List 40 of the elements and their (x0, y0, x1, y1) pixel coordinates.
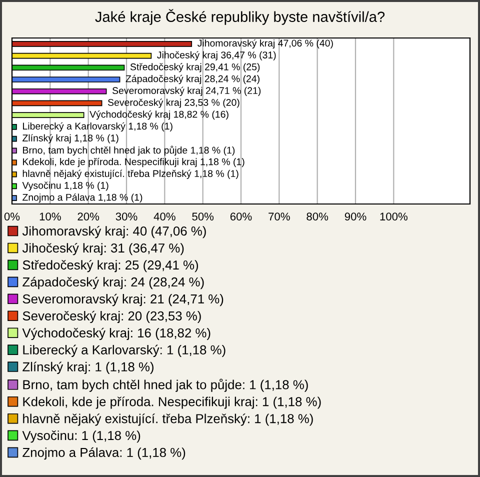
data-label: Znojmo a Pálava 1,18 % (1) (22, 193, 142, 203)
x-tick-label: 70% (268, 212, 290, 220)
data-label: Zlínský kraj 1,18 % (1) (22, 134, 118, 144)
data-label: Středočeský kraj 29,41 % (25) (130, 63, 260, 72)
legend-label: Severočeský kraj: 20 (23,53 %) (22, 310, 201, 324)
x-tick-label: 0% (4, 212, 20, 220)
x-tick-label: 20% (78, 212, 100, 220)
chart-title: Jaké kraje České republiky byste navštívil/a? (95, 9, 385, 25)
legend-label: Vysočinu: 1 (1,18 %) (22, 430, 140, 443)
x-tick-label: 60% (230, 212, 252, 220)
data-label: Jihomoravský kraj 47,06 % (40) (197, 39, 333, 49)
legend-label: hlavně nějaký existující. třeba Plzeňský: 1 (1,18 %) (23, 414, 313, 426)
legend-label: Východočeský kraj: 16 (18,82 %) (22, 328, 210, 340)
legend-label: Liberecký a Karlovarský: 1 (1,18 %) (23, 344, 226, 357)
legend-label: Kdekoli, kde je příroda. Nespecifikuji kraj: 1 (1,18 %) (23, 396, 321, 409)
data-label: Vysočinu 1,18 % (1) (22, 182, 108, 191)
legend-label: Znojmo a Pálava: 1 (1,18 %) (22, 447, 186, 460)
data-label: hlavně nějaký existující. třeba Plzeňský 1,18 % (1) (22, 170, 238, 179)
legend-label: Západočeský kraj: 24 (28,24 %) (22, 276, 204, 290)
legend-label: Severomoravský kraj: 21 (24,71 %) (22, 294, 224, 306)
legend-label: Středočeský kraj: 25 (29,41 %) (22, 260, 198, 272)
data-label: Východočeský kraj 18,82 % (16) (90, 110, 228, 120)
legend-label: Jihočeský kraj: 31 (36,47 %) (22, 242, 184, 256)
x-tick-label: 40% (154, 212, 176, 220)
x-tick-label: 10% (40, 212, 61, 220)
legend-label: Brno, tam bych chtěl hned jak to půjde: 1 (1,18 %) (23, 378, 308, 392)
legend-label: Zlínský kraj: 1 (1,18 %) (22, 362, 154, 374)
data-label: Severomoravský kraj 24,71 % (21) (112, 86, 261, 96)
data-label: Západočeský kraj 28,24 % (24) (126, 74, 260, 84)
data-label: Liberecký a Karlovarský 1,18 % (1) (23, 122, 172, 132)
data-label: Jihočeský kraj 36,47 % (31) (157, 51, 276, 60)
x-tick-label: 100% (380, 212, 408, 220)
data-label: Kdekoli, kde je příroda. Nespecifikuji kraj 1,18 % (1) (23, 158, 244, 168)
x-tick-label: 90% (344, 212, 366, 220)
data-label: Brno, tam bych chtěl hned jak to půjde 1,18 % (1) (23, 146, 235, 156)
x-tick-label: 30% (116, 212, 138, 220)
data-label: Severočeský kraj 23,53 % (20) (108, 98, 240, 108)
x-tick-label: 80% (306, 212, 328, 220)
legend-label: Jihomoravský kraj: 40 (47,06 %) (22, 226, 206, 238)
x-tick-label: 50% (192, 212, 214, 220)
